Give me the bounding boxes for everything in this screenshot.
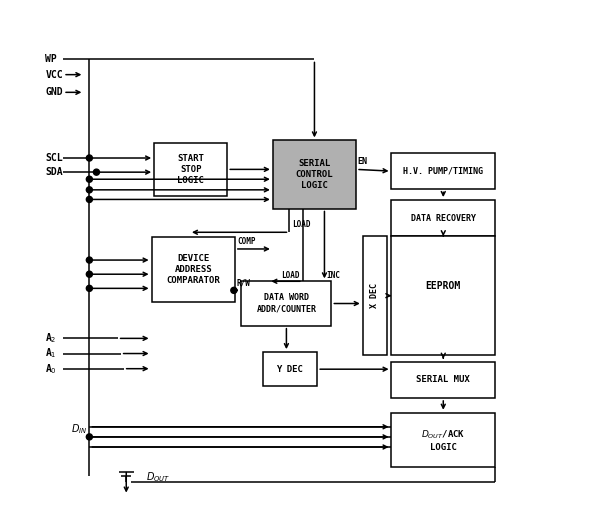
Circle shape xyxy=(86,285,92,292)
Text: A$_2$: A$_2$ xyxy=(46,332,57,345)
Bar xyxy=(391,236,495,355)
Text: DATA WORD
ADDR/COUNTER: DATA WORD ADDR/COUNTER xyxy=(256,294,316,313)
Bar xyxy=(391,362,495,398)
Text: SCL: SCL xyxy=(46,153,63,163)
Circle shape xyxy=(86,176,92,182)
Text: DATA RECOVERY: DATA RECOVERY xyxy=(411,214,476,223)
Text: X DEC: X DEC xyxy=(371,283,379,308)
Text: EN: EN xyxy=(358,157,368,166)
Text: SERIAL
CONTROL
LOGIC: SERIAL CONTROL LOGIC xyxy=(296,159,333,190)
Circle shape xyxy=(86,155,92,161)
Text: Y DEC: Y DEC xyxy=(277,365,303,374)
Text: $D_{IN}$: $D_{IN}$ xyxy=(71,423,87,436)
Bar xyxy=(151,237,235,302)
Text: WP: WP xyxy=(46,54,57,65)
Text: EEPROM: EEPROM xyxy=(426,280,461,291)
Circle shape xyxy=(86,197,92,203)
Text: SDA: SDA xyxy=(46,167,63,177)
Text: COMP: COMP xyxy=(238,237,256,246)
Bar xyxy=(363,236,387,355)
Text: LOAD: LOAD xyxy=(281,271,300,280)
Text: A$_1$: A$_1$ xyxy=(46,346,57,361)
Text: R/W: R/W xyxy=(236,278,250,288)
Bar xyxy=(391,412,495,467)
Bar xyxy=(154,143,228,196)
Bar xyxy=(262,352,317,387)
Circle shape xyxy=(86,257,92,263)
Text: DEVICE
ADDRESS
COMPARATOR: DEVICE ADDRESS COMPARATOR xyxy=(166,254,220,285)
Text: START
STOP
LOGIC: START STOP LOGIC xyxy=(177,154,204,185)
Circle shape xyxy=(86,434,92,440)
Text: $D_{OUT}$/ACK
LOGIC: $D_{OUT}$/ACK LOGIC xyxy=(421,428,465,452)
Text: LOAD: LOAD xyxy=(292,220,310,229)
Text: $D_{OUT}$: $D_{OUT}$ xyxy=(147,470,171,484)
Bar xyxy=(273,140,356,208)
Text: H.V. PUMP/TIMING: H.V. PUMP/TIMING xyxy=(403,167,483,176)
Text: SERIAL MUX: SERIAL MUX xyxy=(417,375,470,384)
Text: INC: INC xyxy=(326,271,340,280)
Circle shape xyxy=(231,288,237,294)
Circle shape xyxy=(86,271,92,277)
Text: VCC: VCC xyxy=(46,70,63,80)
Text: GND: GND xyxy=(46,87,63,98)
Circle shape xyxy=(93,169,99,175)
Text: A$_0$: A$_0$ xyxy=(46,362,57,375)
Bar xyxy=(242,281,332,326)
Bar xyxy=(391,153,495,189)
Bar xyxy=(391,200,495,236)
Circle shape xyxy=(86,187,92,193)
